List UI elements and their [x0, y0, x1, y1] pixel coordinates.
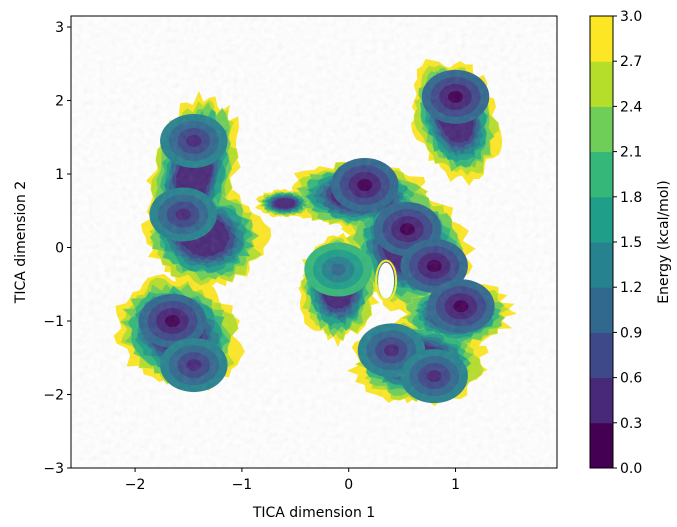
- colorbar-band: [590, 106, 613, 153]
- x-tick-label: −2: [125, 477, 146, 493]
- y-tick-label: −2: [43, 388, 64, 404]
- colorbar-band: [590, 422, 613, 469]
- x-axis-label: TICA dimension 1: [252, 505, 375, 521]
- x-tick-label: −1: [232, 477, 253, 493]
- basin-mark: [426, 370, 442, 383]
- x-tick-label: 1: [451, 477, 460, 493]
- colorbar-band: [590, 377, 613, 424]
- basin-mark: [186, 359, 202, 372]
- basin-mark: [383, 344, 399, 357]
- y-tick-label: 2: [55, 94, 64, 110]
- basin-mark: [330, 263, 346, 276]
- colorbar-band: [590, 61, 613, 107]
- basin-mark: [453, 300, 469, 313]
- colorbar-band: [590, 151, 613, 198]
- colorbar-label: Energy (kcal/mol): [656, 180, 672, 303]
- colorbar-band: [590, 287, 613, 333]
- basin-mark: [175, 208, 191, 221]
- x-axis-ticks: −2 −1 0 1: [125, 468, 460, 493]
- y-axis-label: TICA dimension 2: [13, 181, 29, 304]
- y-axis-ticks: −3 −2 −1 0 1 2 3: [43, 20, 71, 477]
- y-tick-label: 1: [55, 167, 64, 183]
- basin-mark: [426, 259, 442, 272]
- colorbar-tick-label: 0.0: [620, 461, 642, 477]
- x-tick-label: 0: [344, 477, 353, 493]
- basin-mark: [164, 315, 180, 328]
- colorbar-tick-label: 2.7: [620, 54, 642, 70]
- basin-mark: [399, 223, 415, 236]
- colorbar: 0.0 0.3 0.6 0.9 1.2 1.5 1.8 2.1 2.4 2.7 3.0: [589, 9, 642, 477]
- y-tick-label: −1: [43, 314, 64, 330]
- landscape-hole: [378, 262, 395, 299]
- colorbar-tick-label: 2.4: [620, 99, 642, 115]
- plot-frame: [70, 15, 558, 469]
- colorbar-tick-label: 1.5: [620, 235, 642, 251]
- colorbar-tick-label: 0.6: [620, 371, 642, 387]
- colorbar-tick-label: 2.1: [620, 145, 642, 161]
- basin-mark: [448, 90, 464, 103]
- colorbar-tick-label: 0.9: [620, 325, 642, 341]
- colorbar-tick-label: 1.2: [620, 280, 642, 296]
- y-tick-label: 0: [55, 241, 64, 257]
- colorbar-band: [590, 196, 613, 243]
- colorbar-band: [590, 242, 613, 288]
- basin-mark: [357, 179, 373, 192]
- basin-mark: [186, 134, 202, 147]
- colorbar-tick-label: 0.3: [620, 416, 642, 432]
- colorbar-band: [590, 332, 613, 379]
- y-tick-label: −3: [43, 461, 64, 477]
- colorbar-tick-label: 1.8: [620, 190, 642, 206]
- colorbar-tick-label: 3.0: [620, 9, 642, 25]
- y-tick-label: 3: [55, 20, 64, 36]
- colorbar-band: [590, 16, 613, 62]
